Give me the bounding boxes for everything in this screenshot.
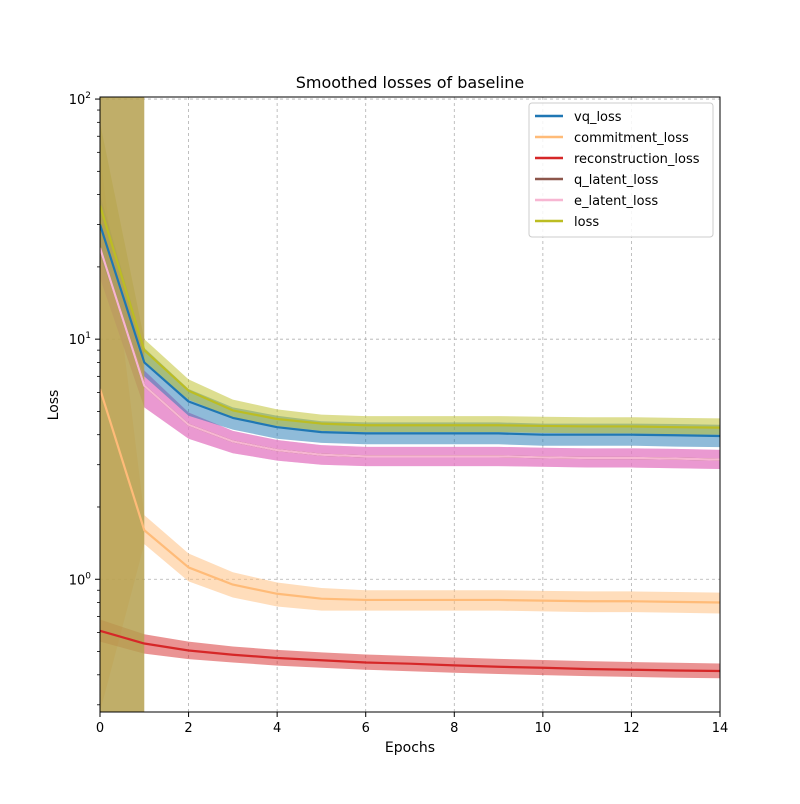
legend-label-vq-loss: vq_loss xyxy=(574,110,622,125)
plot-frame xyxy=(99,96,721,713)
x-tick-label: 0 xyxy=(96,721,104,736)
legend-label-reconstruction-loss: reconstruction_loss xyxy=(574,152,700,167)
x-tick-label: 8 xyxy=(450,721,458,736)
legend-label-e-latent-loss: e_latent_loss xyxy=(574,194,658,209)
legend-box xyxy=(528,102,714,238)
y-axis-label: Loss xyxy=(46,390,62,421)
y-tick-label: 100 xyxy=(69,571,92,588)
band-reconstruction-loss xyxy=(100,619,720,679)
y-tick-label: 102 xyxy=(69,91,91,108)
legend: vq_loss commitment_loss reconstruction_los… xyxy=(528,102,714,238)
legend-label-loss: loss xyxy=(574,215,599,230)
legend-label-commitment-loss: commitment_loss xyxy=(574,131,689,146)
legend-label-q-latent-loss: q_latent_loss xyxy=(574,173,659,188)
chart-title: Smoothed losses of baseline xyxy=(296,73,525,92)
early-epoch-overlap-band xyxy=(100,97,145,712)
plot-data xyxy=(100,97,720,712)
line-reconstruction-loss xyxy=(100,629,720,673)
line-loss xyxy=(100,205,720,429)
x-tick-label: 6 xyxy=(362,721,370,736)
line-vq-loss xyxy=(100,224,720,438)
x-tick-label: 14 xyxy=(712,721,729,736)
x-tick-label: 12 xyxy=(623,721,640,736)
line-e-latent-loss xyxy=(100,247,720,461)
x-axis-label: Epochs xyxy=(385,740,435,756)
x-tick-label: 4 xyxy=(273,721,281,736)
x-tick-label: 10 xyxy=(535,721,552,736)
y-tick-label: 101 xyxy=(69,331,91,348)
x-tick-label: 2 xyxy=(184,721,192,736)
line-commitment-loss xyxy=(100,388,720,604)
